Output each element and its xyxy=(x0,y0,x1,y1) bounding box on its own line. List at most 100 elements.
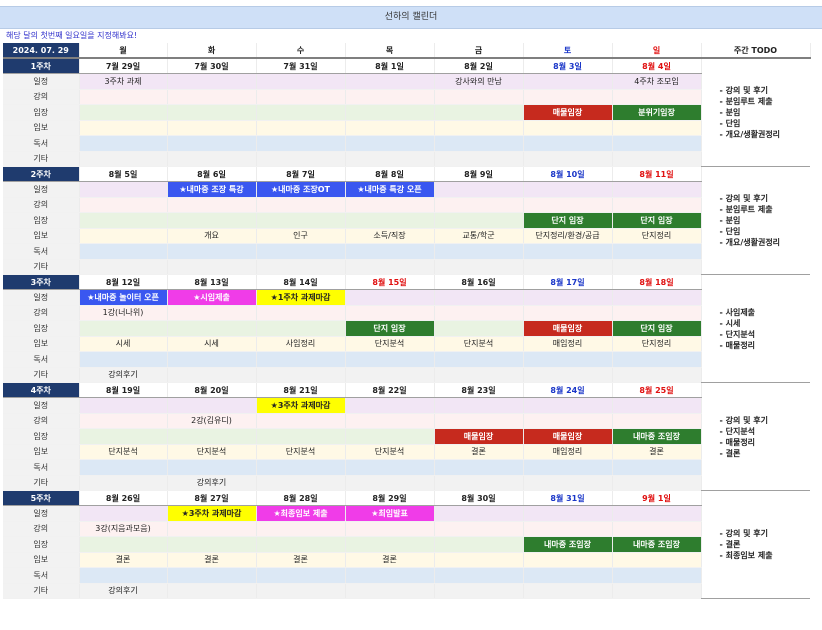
calendar-cell[interactable] xyxy=(256,459,346,476)
calendar-cell[interactable] xyxy=(79,428,168,445)
calendar-cell[interactable] xyxy=(434,151,524,167)
calendar-cell[interactable] xyxy=(79,197,168,213)
event-chip[interactable]: ★3주차 과제마감 xyxy=(256,397,346,414)
calendar-cell[interactable] xyxy=(612,413,702,429)
calendar-cell[interactable] xyxy=(612,351,702,368)
calendar-cell[interactable]: 3주차 과제 xyxy=(79,73,168,90)
event-chip[interactable]: ★내마중 조장 특강 xyxy=(167,181,257,198)
event-chip[interactable]: ★내마중 조장OT xyxy=(256,181,346,198)
event-chip[interactable]: ★최종임보 제출 xyxy=(256,505,346,522)
calendar-cell[interactable] xyxy=(345,367,435,383)
calendar-cell[interactable] xyxy=(79,567,168,584)
calendar-cell[interactable] xyxy=(523,459,613,476)
calendar-cell[interactable] xyxy=(345,583,435,599)
calendar-cell[interactable] xyxy=(345,521,435,537)
event-chip[interactable]: 내마중 조임장 xyxy=(523,536,613,553)
calendar-cell[interactable]: 단지분석 xyxy=(434,336,524,352)
calendar-cell[interactable]: 결론 xyxy=(167,552,257,568)
calendar-cell[interactable] xyxy=(345,197,435,213)
calendar-cell[interactable]: 1강(너나위) xyxy=(79,305,168,321)
calendar-cell[interactable] xyxy=(434,305,524,321)
calendar-cell[interactable] xyxy=(345,475,435,491)
calendar-cell[interactable] xyxy=(167,459,257,476)
calendar-cell[interactable] xyxy=(167,397,257,414)
calendar-cell[interactable]: 사임정리 xyxy=(256,336,346,352)
calendar-cell[interactable] xyxy=(256,212,346,229)
calendar-cell[interactable] xyxy=(434,181,524,198)
calendar-cell[interactable] xyxy=(256,104,346,121)
calendar-cell[interactable] xyxy=(612,397,702,414)
calendar-cell[interactable] xyxy=(523,413,613,429)
calendar-cell[interactable] xyxy=(612,135,702,152)
calendar-cell[interactable] xyxy=(345,259,435,275)
event-chip[interactable]: 내마중 조임장 xyxy=(612,428,702,445)
calendar-cell[interactable] xyxy=(79,120,168,136)
calendar-cell[interactable] xyxy=(345,212,435,229)
calendar-cell[interactable]: 단지정리/환경/공급 xyxy=(523,228,613,244)
calendar-cell[interactable] xyxy=(523,397,613,414)
calendar-cell[interactable]: 개요 xyxy=(167,228,257,244)
calendar-cell[interactable] xyxy=(523,181,613,198)
calendar-cell[interactable] xyxy=(523,89,613,105)
calendar-cell[interactable] xyxy=(256,367,346,383)
calendar-cell[interactable] xyxy=(523,259,613,275)
calendar-cell[interactable]: 강의후기 xyxy=(79,583,168,599)
calendar-cell[interactable] xyxy=(434,521,524,537)
calendar-cell[interactable] xyxy=(434,536,524,553)
calendar-cell[interactable] xyxy=(434,212,524,229)
calendar-cell[interactable] xyxy=(612,89,702,105)
calendar-cell[interactable] xyxy=(256,428,346,445)
calendar-cell[interactable] xyxy=(612,367,702,383)
calendar-cell[interactable] xyxy=(434,413,524,429)
calendar-cell[interactable] xyxy=(345,428,435,445)
calendar-cell[interactable] xyxy=(256,89,346,105)
calendar-cell[interactable] xyxy=(167,428,257,445)
calendar-cell[interactable]: 2강(김유디) xyxy=(167,413,257,429)
calendar-cell[interactable] xyxy=(79,89,168,105)
calendar-cell[interactable] xyxy=(434,120,524,136)
calendar-cell[interactable] xyxy=(79,243,168,260)
calendar-cell[interactable] xyxy=(167,351,257,368)
calendar-cell[interactable]: 4주차 조모임 xyxy=(612,73,702,90)
calendar-cell[interactable]: 단지분석 xyxy=(256,444,346,460)
calendar-cell[interactable] xyxy=(167,521,257,537)
calendar-cell[interactable] xyxy=(434,104,524,121)
calendar-cell[interactable] xyxy=(434,459,524,476)
calendar-cell[interactable] xyxy=(434,197,524,213)
calendar-cell[interactable] xyxy=(345,289,435,306)
calendar-cell[interactable] xyxy=(523,351,613,368)
calendar-cell[interactable] xyxy=(79,351,168,368)
calendar-cell[interactable] xyxy=(345,135,435,152)
calendar-cell[interactable] xyxy=(256,521,346,537)
calendar-cell[interactable] xyxy=(167,89,257,105)
event-chip[interactable]: ★내마중 놀이터 오픈 xyxy=(79,289,168,306)
calendar-cell[interactable] xyxy=(256,413,346,429)
event-chip[interactable]: 단지 임장 xyxy=(345,320,435,337)
calendar-cell[interactable] xyxy=(434,552,524,568)
calendar-cell[interactable] xyxy=(79,397,168,414)
calendar-cell[interactable]: 결론 xyxy=(612,444,702,460)
calendar-cell[interactable] xyxy=(434,583,524,599)
calendar-cell[interactable] xyxy=(523,583,613,599)
calendar-cell[interactable] xyxy=(523,305,613,321)
calendar-cell[interactable] xyxy=(345,151,435,167)
header-date[interactable]: 2024. 07. 29 xyxy=(3,43,80,59)
calendar-cell[interactable] xyxy=(167,197,257,213)
calendar-cell[interactable]: 소득/직장 xyxy=(345,228,435,244)
calendar-cell[interactable] xyxy=(79,212,168,229)
calendar-cell[interactable] xyxy=(79,104,168,121)
calendar-cell[interactable] xyxy=(79,536,168,553)
calendar-cell[interactable] xyxy=(345,305,435,321)
calendar-cell[interactable] xyxy=(345,459,435,476)
calendar-cell[interactable] xyxy=(523,197,613,213)
calendar-cell[interactable] xyxy=(434,89,524,105)
calendar-cell[interactable]: 단지정리 xyxy=(612,228,702,244)
calendar-cell[interactable]: 강의후기 xyxy=(79,367,168,383)
calendar-cell[interactable] xyxy=(612,475,702,491)
calendar-cell[interactable] xyxy=(345,243,435,260)
calendar-cell[interactable] xyxy=(612,552,702,568)
calendar-cell[interactable] xyxy=(79,259,168,275)
calendar-cell[interactable] xyxy=(79,181,168,198)
calendar-cell[interactable] xyxy=(167,320,257,337)
calendar-cell[interactable]: 강의후기 xyxy=(167,475,257,491)
